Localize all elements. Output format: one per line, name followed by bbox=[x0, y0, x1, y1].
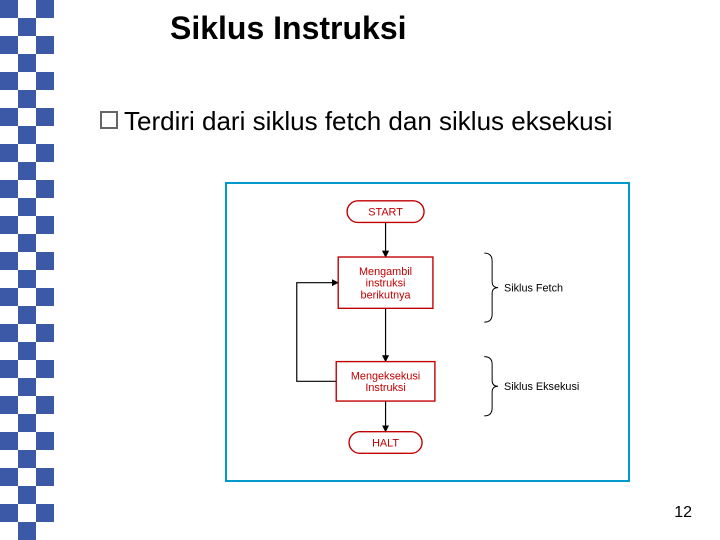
svg-text:START: START bbox=[368, 207, 403, 219]
bullet-list: Terdiri dari siklus fetch dan siklus eks… bbox=[100, 105, 680, 138]
svg-text:Mengambil: Mengambil bbox=[359, 266, 412, 278]
checker-table bbox=[0, 0, 54, 540]
slide: Siklus Instruksi Terdiri dari siklus fet… bbox=[0, 0, 720, 540]
bullet-item: Terdiri dari siklus fetch dan siklus eks… bbox=[100, 105, 680, 138]
svg-text:berikutnya: berikutnya bbox=[361, 289, 412, 301]
decorative-checker-strip bbox=[0, 0, 54, 540]
svg-text:Mengeksekusi: Mengeksekusi bbox=[351, 370, 420, 382]
svg-text:Instruksi: Instruksi bbox=[365, 382, 405, 394]
svg-text:instruksi: instruksi bbox=[366, 278, 406, 290]
page-title: Siklus Instruksi bbox=[170, 10, 407, 47]
page-number: 12 bbox=[674, 504, 692, 522]
square-bullet-icon bbox=[100, 111, 118, 129]
svg-text:HALT: HALT bbox=[372, 437, 399, 449]
bullet-text: Terdiri dari siklus fetch dan siklus eks… bbox=[124, 105, 612, 138]
flowchart-frame: START Mengambilinstruksiberikutnya Mengeks… bbox=[225, 182, 630, 482]
svg-text:Siklus Fetch: Siklus Fetch bbox=[504, 283, 563, 295]
flowchart-svg: START Mengambilinstruksiberikutnya Mengeks… bbox=[227, 184, 628, 480]
svg-text:Siklus Eksekusi: Siklus Eksekusi bbox=[504, 381, 579, 393]
